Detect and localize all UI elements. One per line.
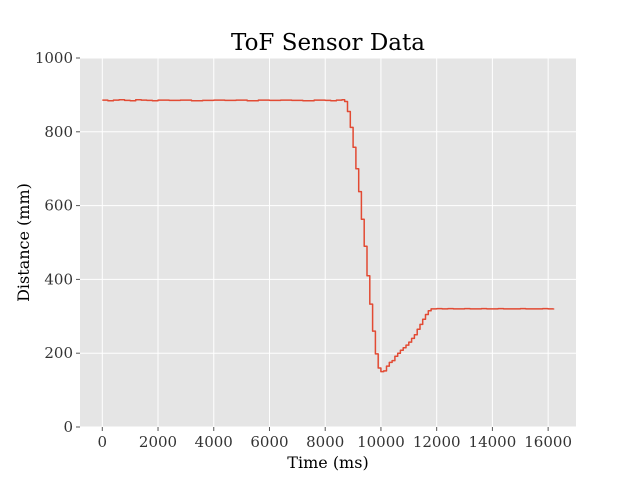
x-tick-label: 14000 xyxy=(469,433,517,451)
x-tick-label: 12000 xyxy=(413,433,461,451)
x-tick-label: 0 xyxy=(98,433,108,451)
chart-title: ToF Sensor Data xyxy=(231,30,425,56)
x-tick-label: 4000 xyxy=(195,433,233,451)
x-tick-label: 10000 xyxy=(357,433,405,451)
plot-area xyxy=(80,58,576,427)
x-tick-label: 16000 xyxy=(524,433,572,451)
x-axis-label: Time (ms) xyxy=(287,453,368,472)
series-group xyxy=(102,98,555,373)
y-tick-label: 1000 xyxy=(35,49,73,67)
y-tick-label: 200 xyxy=(44,344,73,362)
x-tick-label: 8000 xyxy=(306,433,344,451)
x-tick-label: 2000 xyxy=(139,433,177,451)
series-line xyxy=(102,98,555,373)
y-axis-label: Distance (mm) xyxy=(14,183,33,302)
y-tick-label: 600 xyxy=(44,197,73,215)
y-tick-label: 400 xyxy=(44,270,73,288)
x-axis-ticks: 0 2000 4000 6000 8000 10000 12000 14000 16000 xyxy=(98,427,572,451)
y-tick-label: 0 xyxy=(63,418,73,436)
grid-lines xyxy=(80,57,576,428)
y-axis-ticks: 0 200 400 600 800 1000 xyxy=(35,49,80,436)
x-tick-label: 6000 xyxy=(250,433,288,451)
y-tick-label: 800 xyxy=(44,123,73,141)
